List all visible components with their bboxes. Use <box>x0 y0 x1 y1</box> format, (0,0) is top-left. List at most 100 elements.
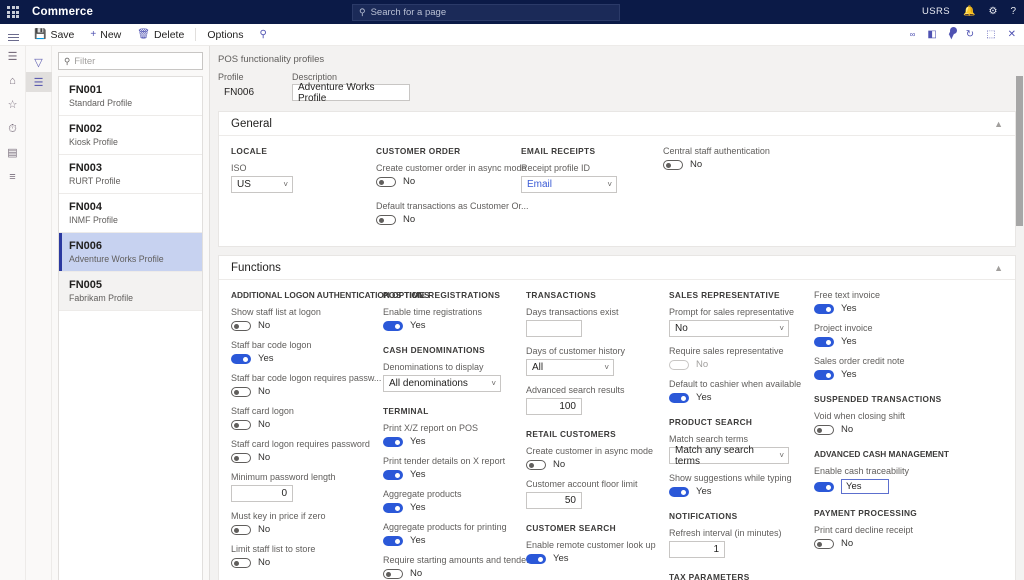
iso-select[interactable]: US ˅ <box>231 176 293 193</box>
print-tender-details-on-x-report-toggle[interactable] <box>383 469 403 480</box>
customer-account-floor-limit-input[interactable]: 50 <box>526 492 582 509</box>
staff-card-logon-toggle[interactable] <box>231 419 251 430</box>
staff-card-logon-password-toggle[interactable] <box>231 452 251 463</box>
attach-icon[interactable]: ∞ <box>909 30 916 39</box>
field-label: Print tender details on X report <box>383 456 506 466</box>
default-transactions-customer-order-toggle[interactable] <box>376 214 396 225</box>
list-filter-input[interactable]: ⚲ Filter <box>58 52 203 70</box>
must-key-in-price-if-zero-toggle[interactable] <box>231 524 251 535</box>
list-item-description: INMF Profile <box>69 215 118 225</box>
gear-icon[interactable]: ⚙ <box>988 6 998 17</box>
toggle-value: Yes <box>696 486 712 497</box>
aggregate-products-for-printing-toggle[interactable] <box>383 535 403 546</box>
workspaces-icon[interactable]: ▤ <box>7 147 18 159</box>
project-invoice-toggle[interactable] <box>814 336 834 347</box>
open-in-new-icon[interactable]: ◧ <box>927 29 937 40</box>
print-xz-report-on-pos-toggle[interactable] <box>383 436 403 447</box>
list-item[interactable]: FN002 Kiosk Profile <box>59 116 202 155</box>
user-initials[interactable]: USRS <box>922 6 951 18</box>
free-text-invoice-toggle[interactable] <box>814 303 834 314</box>
global-search-input[interactable]: ⚲ Search for a page <box>352 4 620 21</box>
list-tool-rail: ▽ ☰ <box>25 46 52 580</box>
brand-title[interactable]: Commerce <box>32 6 94 18</box>
delete-button[interactable]: 🗑 Delete <box>129 25 192 45</box>
top-navigation-bar: Commerce ⚲ Search for a page USRS 🔔 ⚙ ? <box>0 0 1024 24</box>
recent-clock-icon[interactable]: ⏱ <box>8 123 17 135</box>
aggregate-products-toggle[interactable] <box>383 502 403 513</box>
denominations-to-display-select[interactable]: All denominations ˅ <box>383 375 501 392</box>
days-transactions-exist-input[interactable] <box>526 320 582 337</box>
global-search-placeholder: Search for a page <box>370 7 447 18</box>
limit-staff-list-to-store-toggle[interactable] <box>231 557 251 568</box>
advanced-search-results-input[interactable]: 100 <box>526 398 582 415</box>
chevron-up-icon[interactable]: ▲ <box>994 262 1003 273</box>
refresh-icon[interactable]: ↻ <box>965 29 975 40</box>
prompt-for-sales-representative-select[interactable]: No ˅ <box>669 320 789 337</box>
list-item[interactable]: FN003 RURT Profile <box>59 155 202 194</box>
list-item-description: Fabrikam Profile <box>69 293 134 303</box>
general-section-header[interactable]: General ▲ <box>219 112 1015 136</box>
require-starting-amounts-toggle[interactable] <box>383 568 403 579</box>
profile-input[interactable]: FN006 <box>224 87 255 98</box>
toggle-row: No <box>526 459 657 470</box>
sales-order-credit-note-toggle[interactable] <box>814 369 834 380</box>
list-item[interactable]: FN005 Fabrikam Profile <box>59 272 202 311</box>
list-item[interactable]: FN001 Standard Profile <box>59 77 202 116</box>
modules-icon[interactable]: ≡ <box>9 171 16 183</box>
group-title: CUSTOMER LOOK UP LEGACY SETTING <box>526 578 688 580</box>
profile-list-panel: ⚲ Filter FN001 Standard Profile FN002 Ki… <box>52 46 210 580</box>
field-label: Advanced search results <box>526 385 625 395</box>
staff-bar-code-logon-password-toggle[interactable] <box>231 386 251 397</box>
functions-section: Functions ▲ ADDITIONAL LOGON AUTHENTICAT… <box>218 255 1016 580</box>
enable-remote-customer-lookup-toggle[interactable] <box>526 553 546 564</box>
nav-menu-icon[interactable]: ☰ <box>7 51 18 63</box>
question-icon[interactable]: ? <box>1010 6 1016 17</box>
match-search-terms-select[interactable]: Match any search terms ˅ <box>669 445 789 467</box>
refresh-interval-input[interactable]: 1 <box>669 541 725 558</box>
toggle-value: Yes <box>410 502 426 513</box>
list-item[interactable]: FN004 INMF Profile <box>59 194 202 233</box>
minimum-password-length-input[interactable]: 0 <box>231 485 293 502</box>
group-title: TERMINAL <box>383 406 429 416</box>
close-icon[interactable]: ✕ <box>1007 29 1016 40</box>
app-launcher-icon[interactable] <box>0 0 26 24</box>
enable-cash-traceability-value[interactable]: Yes <box>841 479 889 494</box>
enable-cash-traceability-field: Enable cash traceability Yes <box>814 466 932 494</box>
new-button[interactable]: + New <box>82 25 129 45</box>
central-staff-authentication-toggle[interactable] <box>663 159 683 170</box>
functions-column-terminal: POS TIME REGISTRATIONS Enable time regis… <box>383 290 534 580</box>
feedback-chat-icon[interactable]: ⧫ <box>949 27 957 40</box>
save-button[interactable]: 💾 Save <box>26 25 82 45</box>
print-card-decline-receipt-toggle[interactable] <box>814 538 834 549</box>
command-search-button[interactable]: ⚲ <box>252 25 275 45</box>
create-customer-in-async-mode-toggle[interactable] <box>526 459 546 470</box>
group-title: PAYMENT PROCESSING <box>814 508 918 518</box>
options-button[interactable]: Options <box>199 25 251 45</box>
profile-list: FN001 Standard Profile FN002 Kiosk Profi… <box>58 76 203 580</box>
list-view-icon[interactable]: ☰ <box>25 72 52 92</box>
hamburger-icon[interactable] <box>0 24 26 46</box>
bell-icon[interactable]: 🔔 <box>963 6 976 17</box>
show-suggestions-while-typing-toggle[interactable] <box>669 486 689 497</box>
functions-section-header[interactable]: Functions ▲ <box>219 256 1015 280</box>
staff-bar-code-logon-field: Staff bar code logon Yes <box>231 340 371 364</box>
description-input[interactable]: Adventure Works Profile <box>292 82 410 104</box>
scrollbar-thumb[interactable] <box>1016 76 1023 226</box>
filter-icon[interactable]: ▽ <box>34 56 43 69</box>
default-to-cashier-toggle[interactable] <box>669 392 689 403</box>
show-staff-list-at-logon-toggle[interactable] <box>231 320 251 331</box>
days-of-customer-history-select[interactable]: All ˅ <box>526 359 614 376</box>
void-when-closing-shift-toggle[interactable] <box>814 424 834 435</box>
enable-cash-traceability-toggle[interactable] <box>814 481 834 492</box>
receipt-profile-id-select[interactable]: Email ˅ <box>521 176 617 193</box>
popout-icon[interactable]: ⬚ <box>986 29 996 40</box>
main-scrollbar[interactable] <box>1016 76 1023 566</box>
create-customer-order-async-toggle[interactable] <box>376 176 396 187</box>
aggregate-products-for-printing-field: Aggregate products for printing Yes <box>383 522 514 546</box>
favorites-star-icon[interactable]: ☆ <box>7 99 18 111</box>
home-icon[interactable]: ⌂ <box>9 75 16 87</box>
list-item-selected[interactable]: FN006 Adventure Works Profile <box>59 233 202 272</box>
staff-bar-code-logon-toggle[interactable] <box>231 353 251 364</box>
chevron-up-icon[interactable]: ▲ <box>994 118 1003 129</box>
enable-time-registrations-toggle[interactable] <box>383 320 403 331</box>
